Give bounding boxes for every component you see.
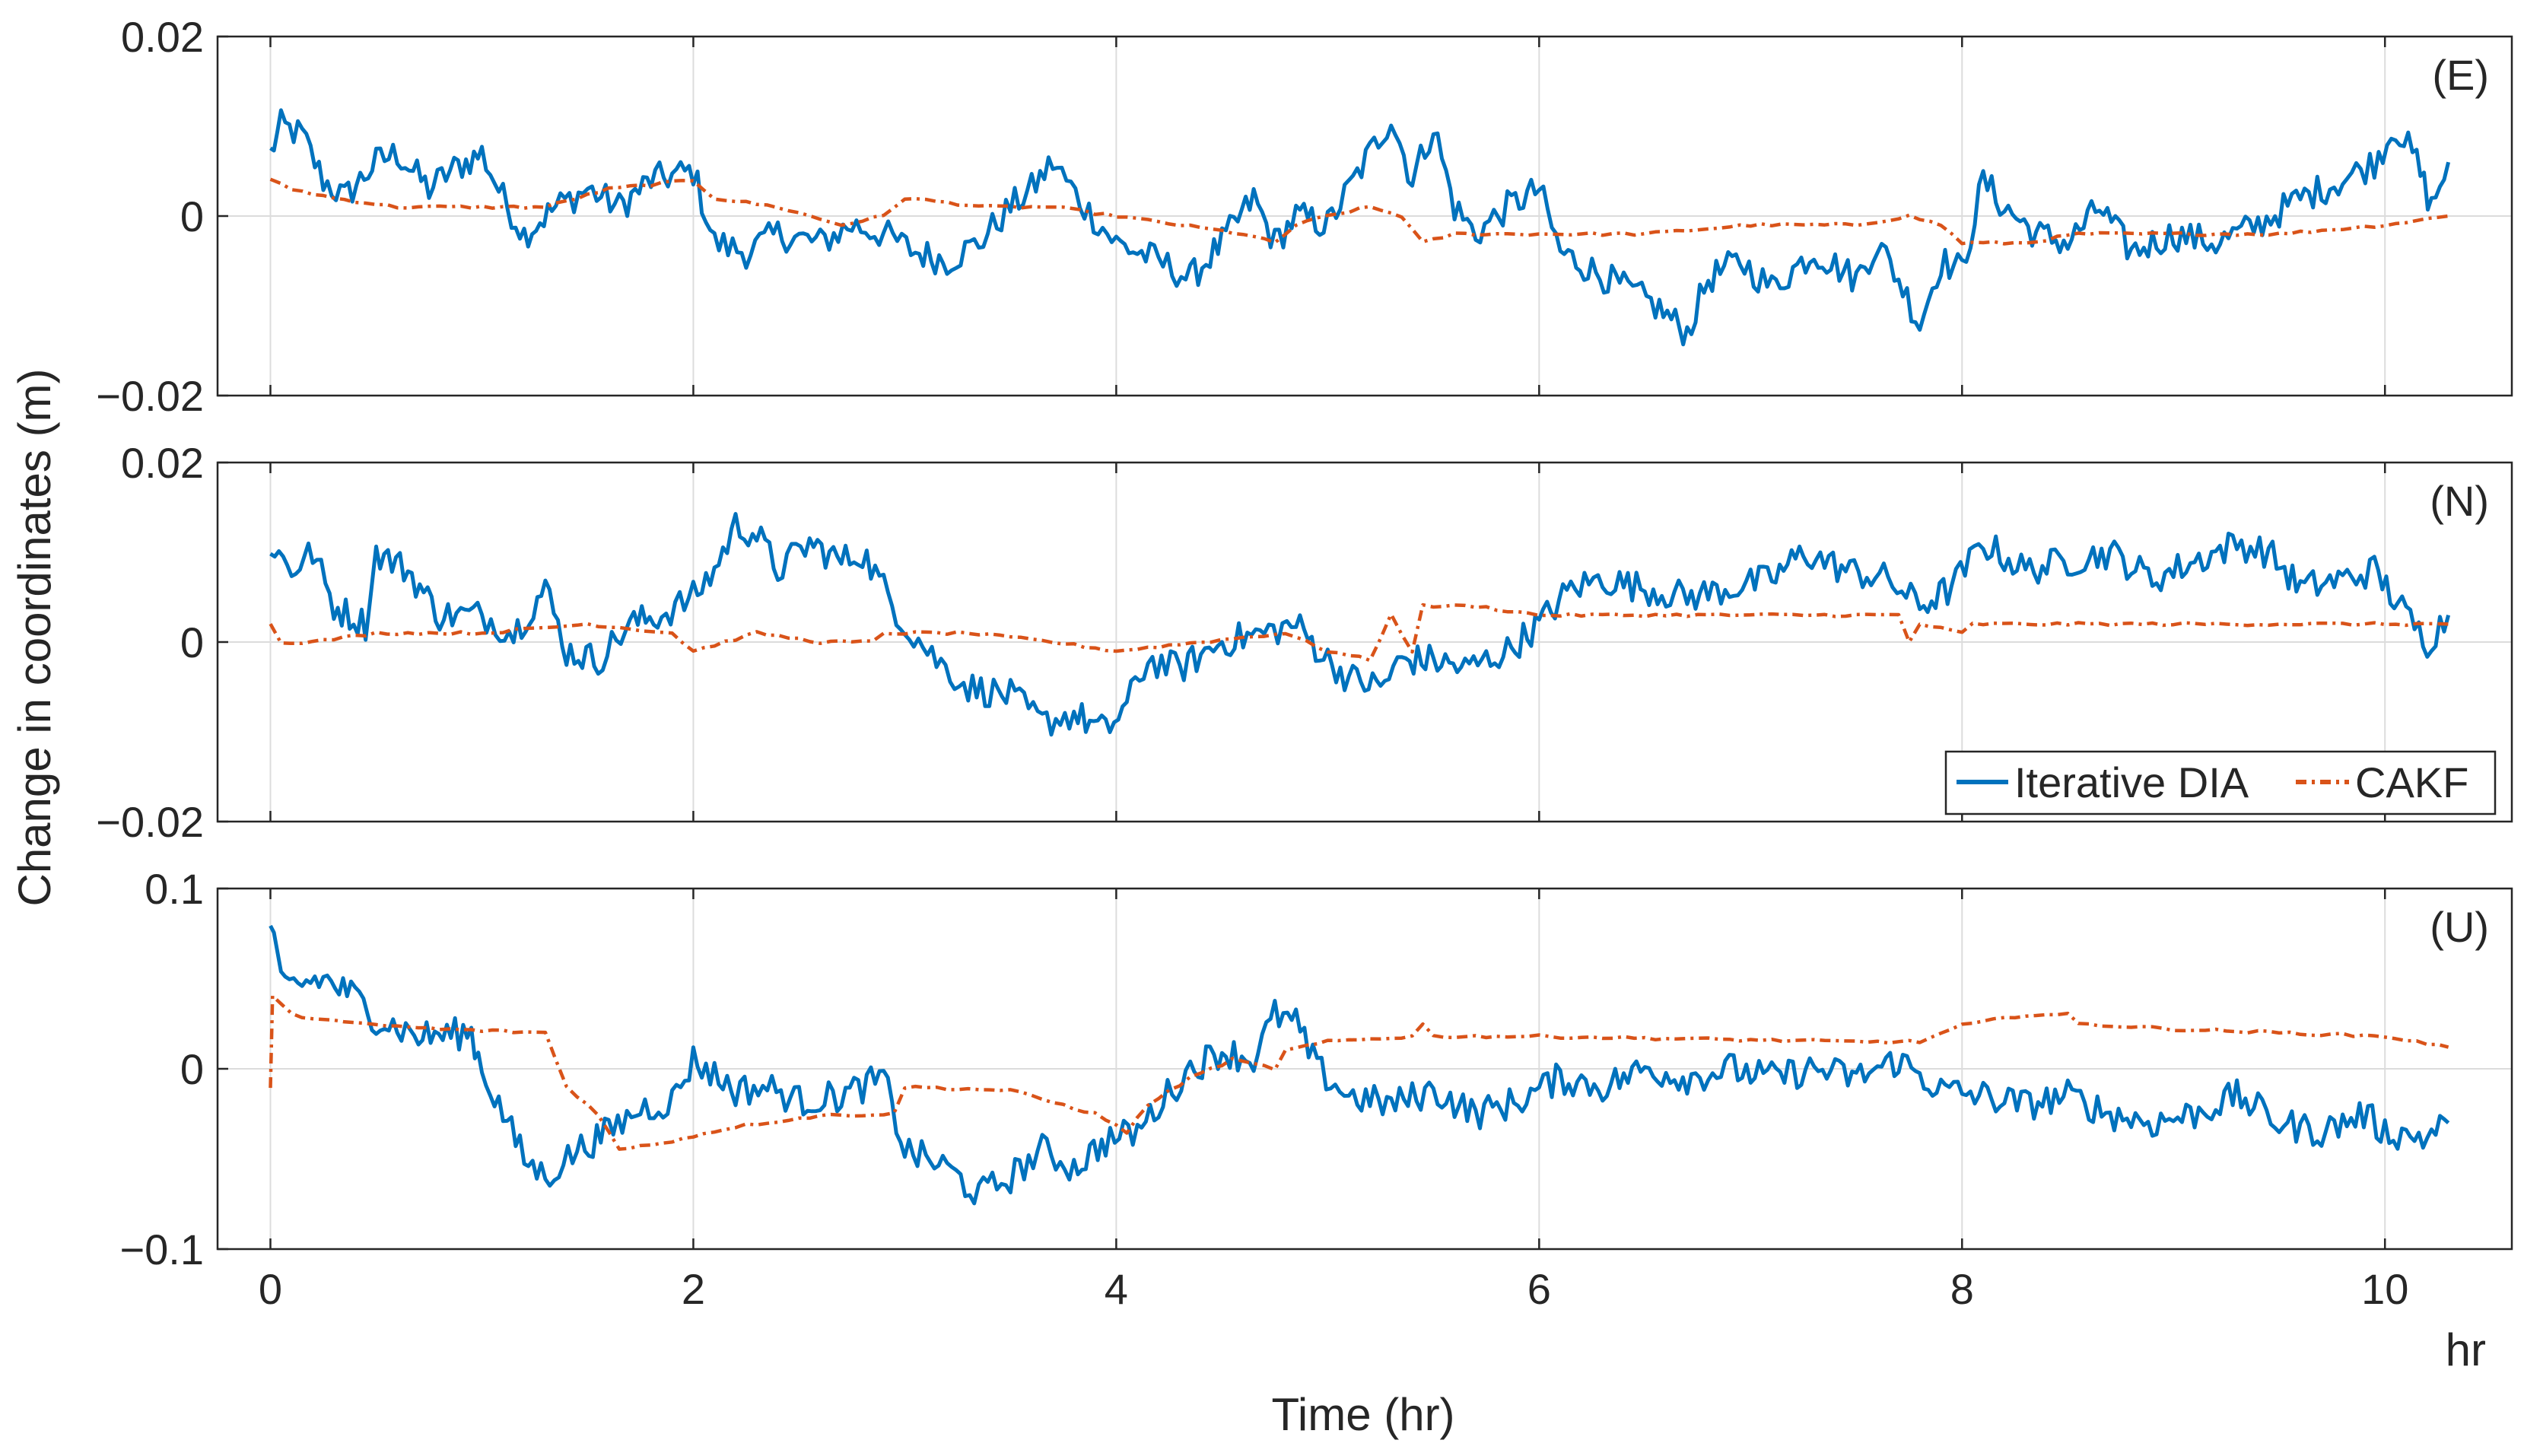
panels-layer: −0.02 0 0.02 (E) −0.02 0 0.02 (N) −0.1 0 0.1 (U)	[96, 13, 2513, 1273]
series-line-cakf	[269, 993, 2449, 1151]
x-tick-label: 8	[1950, 1265, 1974, 1313]
legend-box	[1944, 750, 2497, 815]
y-tick-label: 0	[180, 618, 204, 666]
legend-label-cakf: CAKF	[2355, 758, 2468, 806]
x-tick-label: 0	[259, 1265, 282, 1313]
y-tick-label: −0.02	[96, 372, 204, 420]
legend: Iterative DIA CAKF	[1944, 750, 2497, 815]
panel-tag: (E)	[2432, 51, 2489, 99]
y-tick-label: 0.1	[145, 865, 204, 913]
x-axis-label: Time (hr)	[1271, 1389, 1454, 1440]
y-tick-label: −0.02	[96, 798, 204, 846]
x-tick-label: 10	[2361, 1265, 2408, 1313]
x-tick-label: 6	[1527, 1265, 1551, 1313]
y-axis-label: Change in coordinates (m)	[9, 368, 60, 906]
series-line-iterative-dia	[269, 512, 2451, 737]
x-unit-label: hr	[2446, 1324, 2486, 1375]
x-tick-labels: 0 2 4 6 8 10	[259, 1265, 2408, 1313]
panel-u: −0.1 0 0.1 (U)	[119, 865, 2513, 1273]
panel-tag: (N)	[2430, 477, 2489, 525]
series-line-iterative-dia	[269, 108, 2451, 347]
panel-tag: (U)	[2430, 903, 2489, 951]
x-tick-label: 4	[1105, 1265, 1128, 1313]
series-line-cakf	[269, 177, 2449, 246]
legend-label-iterative-dia: Iterative DIA	[2014, 758, 2249, 806]
series-line-cakf	[269, 602, 2449, 663]
y-tick-label: 0	[180, 192, 204, 240]
y-tick-label: 0.02	[121, 439, 204, 487]
x-tick-label: 2	[682, 1265, 705, 1313]
y-tick-label: −0.1	[119, 1226, 204, 1273]
panel-e: −0.02 0 0.02 (E)	[96, 13, 2513, 420]
y-tick-label: 0.02	[121, 13, 204, 61]
y-tick-label: 0	[180, 1045, 204, 1093]
series-line-iterative-dia	[269, 924, 2450, 1206]
